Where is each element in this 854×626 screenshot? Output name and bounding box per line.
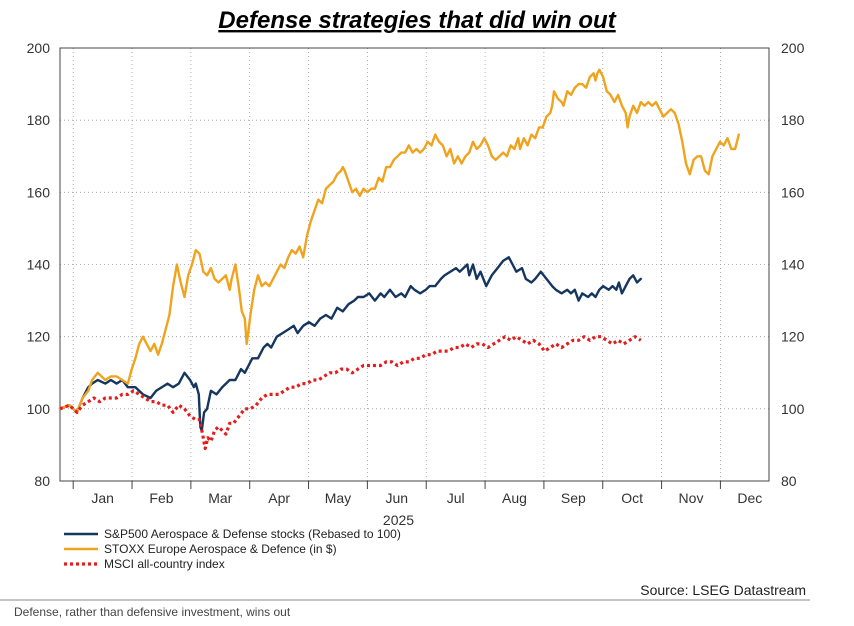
series-line-1 bbox=[58, 256, 642, 432]
y-axis-left: 80 100 120 140 160 180 200 bbox=[27, 40, 51, 489]
y-tick-label-left: 180 bbox=[27, 112, 51, 128]
x-tick-label-aug: Aug bbox=[502, 490, 527, 506]
x-tick-label-nov: Nov bbox=[679, 490, 704, 506]
caption: Defense, rather than defensive investmen… bbox=[14, 605, 291, 619]
x-axis: Jan Feb Mar Apr May Jun Jul Aug Sep Oct Nov Dec bbox=[72, 481, 762, 506]
y-tick-label-right: 140 bbox=[781, 257, 805, 273]
y-tick-label-left: 200 bbox=[27, 40, 51, 56]
x-axis-year-label: 2025 bbox=[383, 512, 414, 528]
y-tick-label-left: 120 bbox=[27, 329, 51, 345]
x-tick-label-feb: Feb bbox=[149, 490, 173, 506]
y-tick-label-right: 180 bbox=[781, 112, 805, 128]
x-tick-label-apr: Apr bbox=[268, 490, 290, 506]
y-tick-label-right: 100 bbox=[781, 401, 805, 417]
x-tick-label-jun: Jun bbox=[386, 490, 409, 506]
x-tick-label-sep: Sep bbox=[561, 490, 586, 506]
legend: S&P500 Aerospace & Defense stocks (Rebas… bbox=[64, 527, 401, 571]
source-note: Source: LSEG Datastream bbox=[640, 582, 806, 598]
x-tick-label-may: May bbox=[325, 490, 351, 506]
x-tick-label-jan: Jan bbox=[91, 490, 114, 506]
y-tick-label-right: 200 bbox=[781, 40, 805, 56]
series-lines bbox=[58, 68, 740, 451]
y-tick-label-left: 80 bbox=[34, 473, 50, 489]
y-tick-label-left: 140 bbox=[27, 257, 51, 273]
legend-label-3: MSCI all-country index bbox=[104, 557, 225, 571]
gridlines bbox=[60, 47, 769, 482]
series-line-3 bbox=[59, 335, 642, 451]
x-tick-label-oct: Oct bbox=[621, 490, 643, 506]
plot-frame bbox=[59, 47, 770, 482]
y-tick-label-right: 120 bbox=[781, 329, 805, 345]
y-tick-label-right: 80 bbox=[781, 473, 797, 489]
x-tick-label-jul: Jul bbox=[447, 490, 465, 506]
y-tick-label-right: 160 bbox=[781, 184, 805, 200]
y-tick-label-left: 160 bbox=[27, 184, 51, 200]
chart-title: Defense strategies that did win out bbox=[218, 7, 616, 34]
y-tick-label-left: 100 bbox=[27, 401, 51, 417]
y-axis-right: 80 100 120 140 160 180 200 bbox=[781, 40, 805, 489]
x-tick-label-dec: Dec bbox=[737, 490, 762, 506]
x-tick-label-mar: Mar bbox=[208, 490, 232, 506]
legend-label-2: STOXX Europe Aerospace & Defence (in $) bbox=[104, 542, 337, 556]
series-line-2 bbox=[58, 68, 740, 414]
legend-label-1: S&P500 Aerospace & Defense stocks (Rebas… bbox=[104, 527, 401, 541]
